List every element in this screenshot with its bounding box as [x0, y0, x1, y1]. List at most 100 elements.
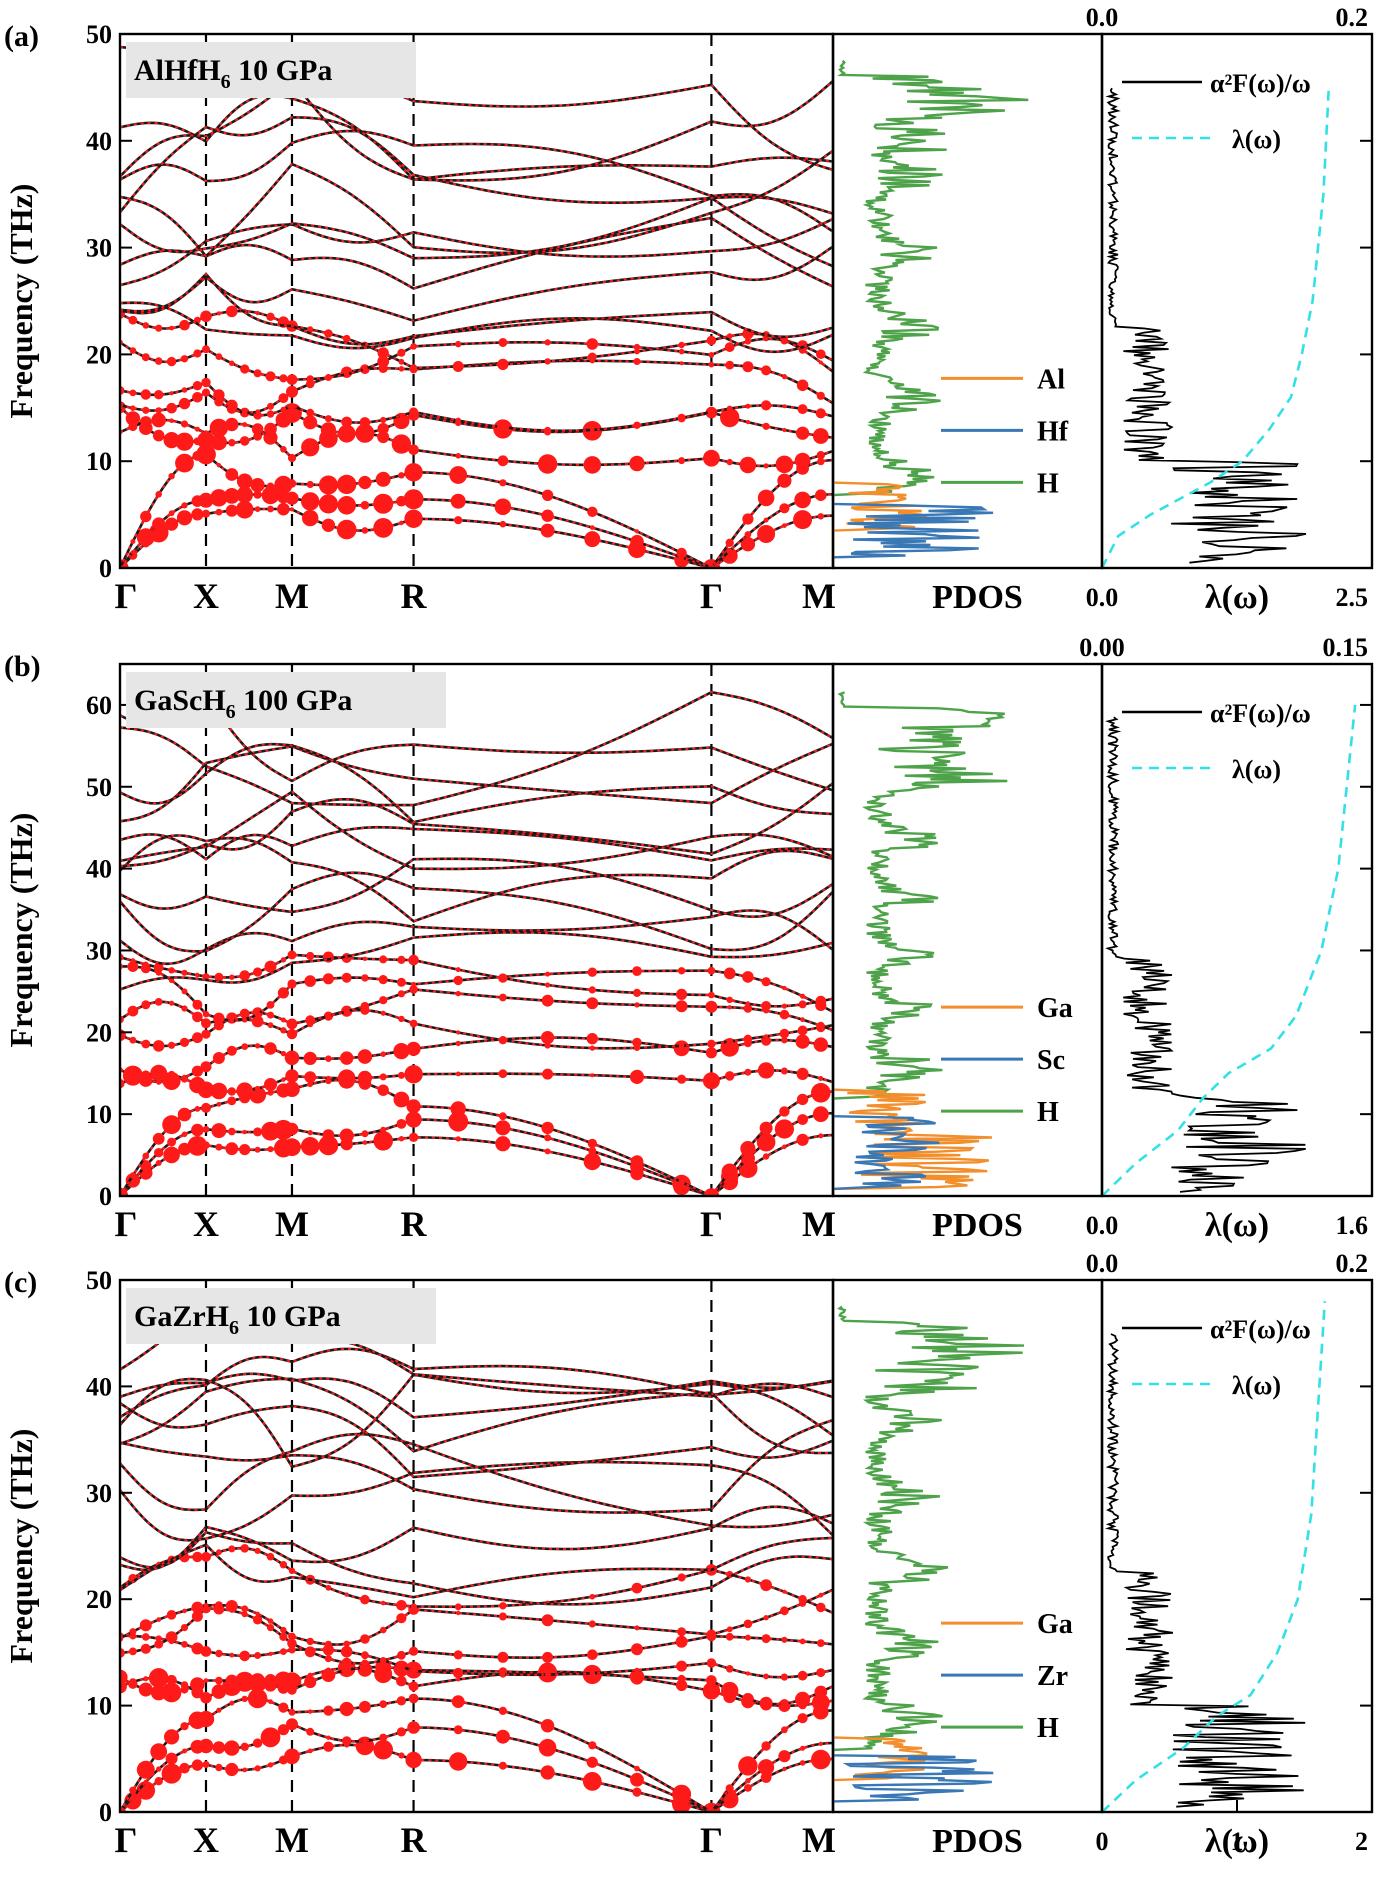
electron-phonon-weight-dot [285, 491, 299, 505]
electron-phonon-weight-dot [398, 358, 405, 365]
electron-phonon-weight-dot [286, 385, 298, 398]
phonon-band-weight [120, 196, 833, 268]
electron-phonon-weight-dot [288, 1708, 296, 1716]
electron-phonon-weight-dot [361, 527, 369, 534]
electron-phonon-weight-dot [796, 1093, 809, 1106]
phonon-band-weight [120, 381, 833, 432]
electron-phonon-weight-dot [541, 1031, 555, 1045]
phonon-band-weight [120, 1000, 833, 1050]
electron-phonon-weight-dot [225, 1600, 238, 1612]
electron-phonon-weight-dot [202, 1011, 210, 1018]
electron-phonon-weight-dot [679, 361, 684, 366]
pdos-curve-H [831, 1305, 1025, 1812]
electron-phonon-weight-dot [744, 1784, 752, 1792]
electron-phonon-weight-dot [800, 993, 806, 999]
electron-phonon-weight-dot [406, 1099, 421, 1114]
electron-phonon-weight-dot [324, 1640, 332, 1648]
electron-phonon-weight-dot [498, 1612, 507, 1621]
pdos-legend-label: Ga [1037, 1609, 1073, 1640]
electron-phonon-weight-dot [373, 518, 394, 538]
electron-phonon-weight-dot [201, 509, 211, 518]
electron-phonon-weight-dot [239, 1650, 250, 1662]
electron-phonon-weight-dot [289, 403, 295, 409]
a2f-curve [1105, 87, 1307, 564]
electron-phonon-weight-dot [798, 1595, 807, 1604]
phonon-band-weight [120, 1079, 833, 1196]
electron-phonon-weight-dot [266, 1624, 275, 1632]
electron-phonon-weight-dot [725, 1784, 734, 1793]
electron-phonon-weight-dot [380, 1051, 387, 1057]
electron-phonon-weight-dot [498, 1036, 508, 1045]
electron-phonon-weight-dot [634, 1625, 640, 1631]
electron-phonon-weight-dot [227, 1096, 237, 1106]
electron-phonon-weight-dot [544, 339, 551, 346]
electron-phonon-weight-dot [745, 1778, 751, 1784]
phonon-band-weight [120, 94, 833, 181]
material-tag: GaScH6 100 GPa [126, 672, 446, 728]
electron-phonon-weight-dot [201, 377, 211, 388]
electron-phonon-weight-dot [253, 1127, 263, 1137]
phonon-band-weight [120, 857, 833, 918]
electron-phonon-weight-dot [759, 1121, 773, 1135]
electron-phonon-weight-dot [358, 475, 372, 490]
electron-phonon-weight-dot [155, 324, 163, 332]
k-point-label: Γ [700, 576, 723, 616]
a2f-legend-label: α²F(ω)/ω [1210, 699, 1311, 728]
electron-phonon-weight-dot [129, 1628, 137, 1636]
electron-phonon-weight-dot [361, 1651, 369, 1660]
electron-phonon-weight-dot [154, 357, 163, 365]
electron-phonon-weight-dot [452, 361, 464, 372]
electron-phonon-weight-dot [797, 1114, 808, 1125]
electron-phonon-weight-dot [745, 420, 751, 425]
electron-phonon-weight-dot [379, 1657, 387, 1664]
electron-phonon-weight-dot [140, 389, 151, 400]
electron-phonon-weight-dot [169, 418, 174, 424]
electron-phonon-weight-dot [586, 338, 599, 350]
electron-phonon-weight-dot [537, 454, 558, 474]
electron-phonon-weight-dot [586, 1033, 598, 1045]
electron-phonon-weight-dot [267, 1762, 274, 1768]
electron-phonon-weight-dot [545, 1672, 551, 1678]
electron-phonon-weight-dot [284, 1050, 300, 1066]
electron-phonon-weight-dot [155, 491, 162, 498]
electron-phonon-weight-dot [726, 1038, 734, 1045]
electron-phonon-weight-dot [225, 468, 239, 481]
lambda-curve [1101, 704, 1357, 1197]
electron-phonon-weight-dot [201, 1018, 211, 1029]
top-axis-tick-label: 0.00 [1079, 633, 1125, 662]
electron-phonon-weight-dot [343, 1008, 351, 1015]
phonon-band-weight [120, 1377, 833, 1454]
k-point-label: Γ [115, 1820, 138, 1860]
electron-phonon-weight-dot [497, 421, 509, 434]
electron-phonon-weight-dot [764, 1034, 769, 1039]
electron-phonon-weight-dot [181, 1641, 188, 1648]
electron-phonon-weight-dot [326, 1735, 331, 1740]
electron-phonon-weight-dot [499, 1602, 507, 1610]
electron-phonon-weight-dot [375, 471, 391, 487]
electron-phonon-weight-dot [301, 492, 320, 511]
electron-phonon-weight-dot [210, 1082, 228, 1100]
phonon-band-weight [120, 782, 833, 868]
material-pressure: 100 GPa [236, 684, 353, 717]
electron-phonon-weight-dot [396, 1675, 407, 1687]
phonon-band-weight [120, 909, 833, 965]
electron-phonon-weight-dot [589, 1593, 596, 1600]
electron-phonon-weight-dot [779, 503, 790, 514]
material-tag: AlHfH6 10 GPa [126, 42, 416, 98]
electron-phonon-weight-dot [129, 1172, 136, 1179]
electron-phonon-weight-dot [377, 347, 389, 359]
phonon-band [120, 93, 833, 181]
electron-phonon-weight-dot [150, 1743, 168, 1761]
electron-phonon-weight-dot [586, 997, 599, 1010]
electron-phonon-weight-dot [226, 1045, 237, 1056]
electron-phonon-weight-dot [727, 548, 733, 554]
electron-phonon-weight-dot [213, 1012, 225, 1024]
electron-phonon-weight-dot [228, 439, 236, 447]
electron-phonon-weight-dot [634, 1002, 640, 1008]
electron-phonon-weight-dot [742, 1693, 754, 1705]
y-tick-label: 10 [86, 447, 112, 476]
top-axis-tick-label: 0.15 [1323, 633, 1369, 662]
electron-phonon-weight-dot [373, 1131, 394, 1151]
electron-phonon-weight-dot [707, 966, 716, 975]
electron-phonon-weight-dot [817, 457, 825, 466]
